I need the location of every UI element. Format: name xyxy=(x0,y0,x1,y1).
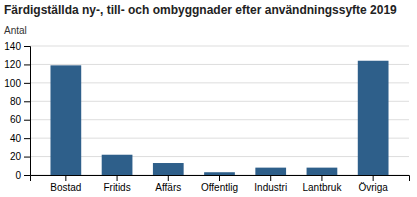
x-tick-label: Lantbruk xyxy=(302,182,342,193)
x-tick-mark xyxy=(168,175,169,181)
y-tick-mark xyxy=(24,64,30,65)
bar xyxy=(204,172,235,175)
chart: Färdigställda ny-, till- och ombyggnader… xyxy=(0,0,417,197)
y-tick-label: 80 xyxy=(10,96,22,107)
y-tick: 80 xyxy=(10,96,30,107)
x-tick-mark xyxy=(117,175,118,181)
y-tick-label: 120 xyxy=(4,59,21,70)
y-axis-line xyxy=(24,47,31,176)
y-tick: 140 xyxy=(4,41,30,52)
x-tick-mark xyxy=(270,175,271,181)
x-tick: Övriga xyxy=(358,175,388,193)
x-tick: Lantbruk xyxy=(302,175,342,193)
bar xyxy=(102,155,133,175)
y-tick-label: 20 xyxy=(10,151,22,162)
x-tick: Fritids xyxy=(103,175,130,193)
y-tick-mark xyxy=(24,46,30,47)
grid-line xyxy=(30,119,409,120)
grid-line xyxy=(30,46,409,47)
y-tick-label: 140 xyxy=(4,41,21,52)
y-tick-mark xyxy=(24,175,30,176)
x-tick-label: Affärs xyxy=(155,182,181,193)
y-tick-mark xyxy=(24,101,30,102)
x-axis-line xyxy=(31,176,410,182)
bar xyxy=(50,65,81,175)
y-tick: 120 xyxy=(4,59,30,70)
bar xyxy=(255,168,286,175)
x-tick: Industri xyxy=(254,175,287,193)
y-tick: 0 xyxy=(15,170,30,181)
grid-line xyxy=(30,156,409,157)
y-tick-mark xyxy=(24,120,30,121)
x-tick-mark xyxy=(321,175,322,181)
x-tick-label: Fritids xyxy=(103,182,130,193)
title: Färdigställda ny-, till- och ombyggnader… xyxy=(4,3,397,17)
grid xyxy=(30,46,409,175)
x-tick: Offentlig xyxy=(201,175,238,193)
y-tick-label: 40 xyxy=(10,133,22,144)
y-tick: 40 xyxy=(10,133,30,144)
x-tick-label: Industri xyxy=(254,182,287,193)
grid-line xyxy=(30,101,409,102)
y-tick-mark xyxy=(24,83,30,84)
x-tick: Affärs xyxy=(155,175,181,193)
bar xyxy=(153,163,184,175)
grid-line xyxy=(30,82,409,83)
x-tick-mark xyxy=(65,175,66,181)
x-tick-label: Offentlig xyxy=(201,182,238,193)
x-tick: Bostad xyxy=(50,175,81,193)
y-tick-mark xyxy=(24,138,30,139)
x-tick-label: Bostad xyxy=(50,182,81,193)
y-tick: 20 xyxy=(10,151,30,162)
x-tick-mark xyxy=(373,175,374,181)
bar xyxy=(307,168,338,175)
bar xyxy=(358,61,389,175)
grid-line xyxy=(30,138,409,139)
y-tick: 100 xyxy=(4,78,30,89)
x-axis: Bostad Fritids Affärs Offentlig Industri Lant… xyxy=(31,175,410,193)
y-tick-mark xyxy=(24,157,30,158)
y-tick-label: 0 xyxy=(15,170,21,181)
y-tick-label: 60 xyxy=(10,114,22,125)
y-tick: 60 xyxy=(10,114,30,125)
y-axis: 0 20 40 60 80 100 120 140 xyxy=(4,41,30,181)
y-tick-label: 100 xyxy=(4,78,21,89)
y-axis-label: Antal xyxy=(4,25,27,36)
x-tick-label: Övriga xyxy=(358,182,388,193)
grid-line xyxy=(30,64,409,65)
bars xyxy=(50,61,388,175)
x-tick-mark xyxy=(219,175,220,181)
